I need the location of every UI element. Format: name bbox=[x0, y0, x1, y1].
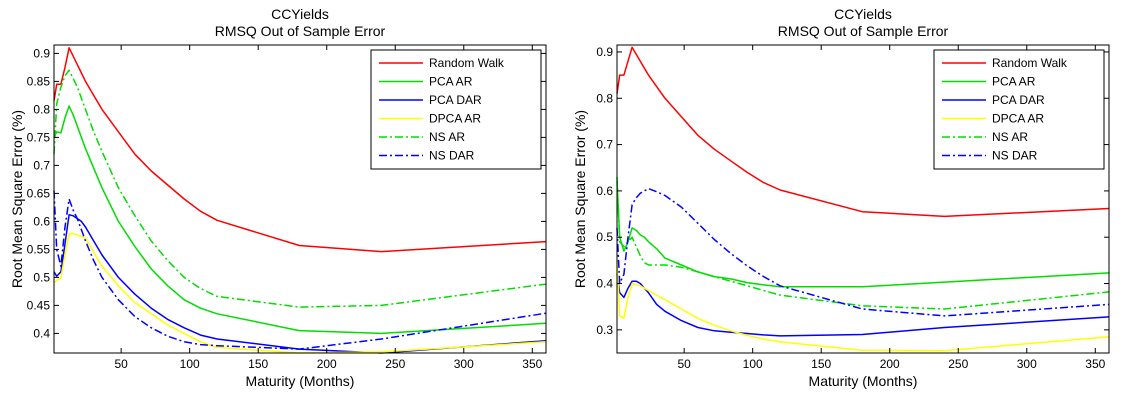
legend-entry: NS AR bbox=[992, 130, 1028, 144]
series-line-ns-ar bbox=[616, 176, 1110, 310]
x-tick-label: 300 bbox=[1017, 357, 1037, 371]
x-tick-label: 200 bbox=[880, 357, 900, 371]
legend-entry: PCA AR bbox=[992, 75, 1036, 89]
y-tick-label: 0.45 bbox=[27, 298, 51, 312]
legend-entry: Random Walk bbox=[429, 56, 505, 70]
y-tick-label: 0.55 bbox=[27, 242, 51, 256]
x-tick-label: 350 bbox=[522, 357, 542, 371]
series-line-pca-dar bbox=[53, 213, 547, 354]
y-tick-label: 0.7 bbox=[33, 158, 50, 172]
chart-title: CCYields bbox=[834, 6, 892, 22]
series-line-dpca-ar bbox=[616, 260, 1110, 352]
x-tick-label: 100 bbox=[180, 357, 200, 371]
legend-entry: NS DAR bbox=[992, 149, 1038, 163]
x-tick-label: 150 bbox=[248, 357, 268, 371]
legend-box bbox=[370, 49, 542, 170]
chart-subtitle: RMSQ Out of Sample Error bbox=[215, 23, 386, 39]
legend-entry: NS DAR bbox=[429, 149, 475, 163]
series-line-random-walk bbox=[616, 46, 1110, 218]
legend: Random Walk PCA AR PCA DAR DPCA AR NS AR NS D… bbox=[370, 49, 542, 170]
y-tick-label: 0.3 bbox=[596, 323, 613, 337]
axes-box bbox=[616, 44, 1110, 354]
x-axis-label: Maturity (Months) bbox=[246, 373, 355, 389]
y-tick-label: 0.6 bbox=[33, 214, 50, 228]
legend-entry: DPCA AR bbox=[429, 112, 481, 126]
y-tick-label: 0.4 bbox=[33, 326, 50, 340]
y-tick-label: 0.7 bbox=[596, 138, 613, 152]
y-tick-label: 0.65 bbox=[27, 186, 51, 200]
legend-entry: DPCA AR bbox=[992, 112, 1044, 126]
x-tick-label: 200 bbox=[317, 357, 337, 371]
y-tick-label: 0.9 bbox=[33, 46, 50, 60]
x-axis-label: Maturity (Months) bbox=[809, 373, 918, 389]
y-axis-label: Root Mean Square Error (%) bbox=[9, 110, 25, 288]
legend-entry: NS AR bbox=[429, 130, 465, 144]
y-tick-label: 0.5 bbox=[33, 270, 50, 284]
x-tick-label: 50 bbox=[677, 357, 691, 371]
y-tick-label: 0.4 bbox=[596, 277, 613, 291]
x-tick-label: 300 bbox=[454, 357, 474, 371]
axes-box bbox=[53, 44, 547, 354]
series-line-pca-ar bbox=[616, 181, 1110, 288]
x-tick-label: 100 bbox=[743, 357, 763, 371]
series-line-ns-dar bbox=[53, 190, 547, 350]
legend-entry: PCA AR bbox=[429, 75, 473, 89]
x-tick-label: 350 bbox=[1085, 357, 1105, 371]
y-tick-label: 0.8 bbox=[33, 102, 50, 116]
x-tick-label: 150 bbox=[811, 357, 831, 371]
legend: Random Walk PCA AR PCA DAR DPCA AR NS AR NS D… bbox=[933, 49, 1105, 170]
chart-subtitle: RMSQ Out of Sample Error bbox=[778, 23, 949, 39]
legend-entry: PCA DAR bbox=[992, 93, 1045, 107]
chart-title: CCYields bbox=[271, 6, 329, 22]
series-line-random-walk bbox=[53, 47, 547, 253]
y-tick-label: 0.8 bbox=[596, 91, 613, 105]
legend-entry: PCA DAR bbox=[429, 93, 482, 107]
series-line-ns-dar bbox=[616, 187, 1110, 317]
series-line-ns-ar bbox=[53, 69, 547, 308]
y-tick-label: 0.85 bbox=[27, 74, 51, 88]
y-tick-label: 0.6 bbox=[596, 184, 613, 198]
series-line-pca-ar bbox=[53, 105, 547, 335]
y-axis-label: Root Mean Square Error (%) bbox=[572, 110, 588, 288]
y-tick-label: 0.75 bbox=[27, 130, 51, 144]
x-tick-label: 250 bbox=[948, 357, 968, 371]
y-tick-label: 0.5 bbox=[596, 230, 613, 244]
y-tick-label: 0.9 bbox=[596, 45, 613, 59]
legend-box bbox=[933, 49, 1105, 170]
x-tick-label: 250 bbox=[385, 357, 405, 371]
legend-entry: Random Walk bbox=[992, 56, 1068, 70]
x-tick-label: 50 bbox=[114, 357, 128, 371]
series-line-pca-dar bbox=[616, 274, 1110, 337]
